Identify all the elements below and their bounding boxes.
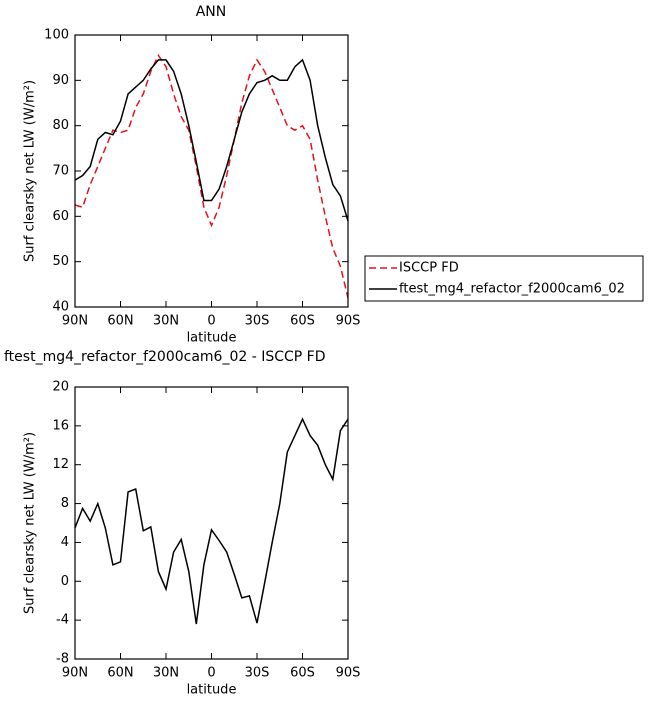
x-axis-label: latitude — [187, 331, 237, 346]
x-tick-label: 30N — [153, 666, 179, 681]
chart-title: ANN — [196, 4, 227, 20]
y-tick-label: 50 — [52, 254, 69, 269]
y-tick-label: 20 — [52, 380, 69, 395]
y-tick-label: 8 — [61, 496, 69, 511]
y-tick-label: 100 — [44, 28, 69, 43]
x-tick-label: 0 — [207, 666, 215, 681]
y-tick-label: -8 — [56, 652, 69, 667]
legend-label: ISCCP FD — [399, 261, 459, 276]
x-tick-label: 30N — [153, 314, 179, 329]
chart-title: ftest_mg4_refactor_f2000cam6_02 - ISCCP … — [4, 349, 326, 365]
x-tick-label: 90S — [336, 314, 361, 329]
y-axis-label: Surf clearsky net LW (W/m²) — [23, 432, 38, 614]
x-tick-label: 30S — [245, 314, 270, 329]
legend-box — [364, 255, 644, 302]
data-line — [74, 417, 349, 625]
y-tick-label: 70 — [52, 164, 69, 179]
y-tick-label: 4 — [61, 535, 69, 550]
y-tick-label: 16 — [52, 418, 69, 433]
y-tick-label: -4 — [56, 613, 69, 628]
legend-label: ftest_mg4_refactor_f2000cam6_02 — [399, 282, 625, 297]
x-tick-label: 90N — [62, 314, 88, 329]
y-tick-label: 40 — [52, 300, 69, 315]
y-tick-label: 12 — [52, 457, 69, 472]
x-tick-label: 60N — [107, 666, 133, 681]
plot-frame — [74, 34, 349, 308]
y-tick-label: 80 — [52, 118, 69, 133]
x-tick-label: 90N — [62, 666, 88, 681]
y-tick-label: 0 — [61, 574, 69, 589]
x-tick-label: 60S — [290, 314, 315, 329]
plot-frame — [74, 386, 349, 660]
data-line — [74, 58, 349, 222]
x-tick-label: 0 — [207, 314, 215, 329]
x-axis-label: latitude — [187, 683, 237, 698]
y-tick-label: 90 — [52, 73, 69, 88]
data-line — [74, 53, 349, 299]
y-axis-label: Surf clearsky net LW (W/m²) — [23, 80, 38, 262]
x-tick-label: 60N — [107, 314, 133, 329]
x-tick-label: 90S — [336, 666, 361, 681]
x-tick-label: 60S — [290, 666, 315, 681]
y-tick-label: 60 — [52, 209, 69, 224]
x-tick-label: 30S — [245, 666, 270, 681]
